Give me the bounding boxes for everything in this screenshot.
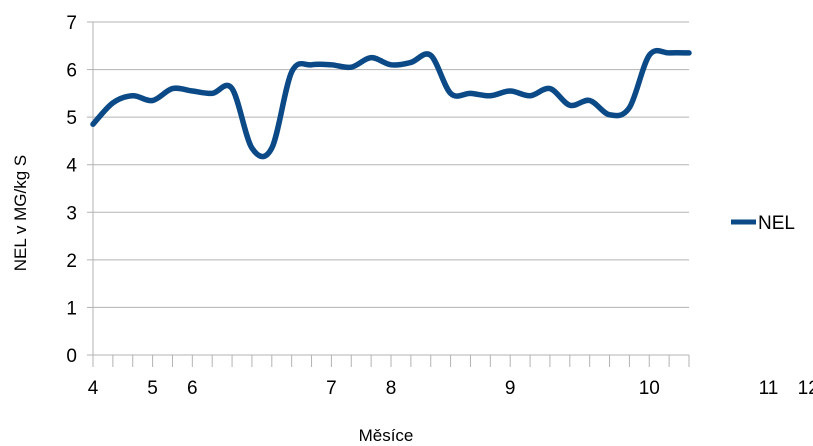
y-tick-label: 1 — [66, 298, 77, 319]
x-tick-label: 9 — [505, 378, 516, 399]
y-tick-label: 7 — [66, 13, 77, 34]
y-tick-label: 4 — [66, 156, 77, 177]
y-tick-label: 3 — [66, 203, 77, 224]
y-axis-title: NEL v MG/kg S — [11, 155, 30, 272]
legend-label-nel: NEL — [758, 213, 795, 234]
x-axis: 4 5 6 7 8 9 10 11 12 — [88, 355, 813, 399]
x-tick-label: 11 — [759, 378, 779, 399]
gridlines — [93, 21, 689, 356]
x-tick-label: 5 — [147, 378, 158, 399]
x-axis-title: Měsíce — [359, 426, 414, 445]
y-tick-label: 5 — [66, 108, 77, 129]
y-tick-label: 2 — [66, 251, 77, 272]
x-tick-label: 4 — [88, 378, 99, 399]
x-tick-label: 6 — [187, 378, 198, 399]
legend: NEL — [731, 213, 795, 234]
y-axis: 0 1 2 3 4 5 6 7 — [66, 13, 94, 367]
series-line-nel — [90, 47, 692, 160]
x-tick-label: 12 — [798, 378, 813, 399]
x-tick-label: 8 — [386, 378, 397, 399]
x-tick-label: 10 — [639, 378, 660, 399]
x-tick-label: 7 — [326, 378, 337, 399]
y-tick-label: 6 — [66, 61, 77, 82]
y-tick-label: 0 — [66, 346, 77, 367]
